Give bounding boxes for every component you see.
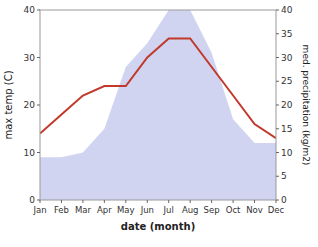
plot-frame <box>40 10 276 200</box>
x-tick-label: Apr <box>97 205 112 215</box>
y2-tick-label: 15 <box>281 124 292 134</box>
y2-tick <box>276 152 279 153</box>
y-tick-label: 30 <box>24 53 36 63</box>
y2-tick-label: 25 <box>281 76 292 86</box>
x-tick <box>190 200 191 203</box>
x-tick-label: Feb <box>54 205 69 215</box>
y-tick-label: 20 <box>24 100 36 110</box>
precip-area <box>40 10 276 200</box>
x-tick-label: Jun <box>140 205 154 215</box>
x-tick <box>40 200 41 203</box>
y2-tick <box>276 128 279 129</box>
x-tick-label: Dec <box>268 205 285 215</box>
y2-tick-label: 5 <box>281 171 287 181</box>
x-tick-label: May <box>117 205 135 215</box>
x-tick <box>82 200 83 203</box>
y2-tick <box>276 105 279 106</box>
y-tick-label: 10 <box>24 148 36 158</box>
y2-tick <box>276 33 279 34</box>
x-tick <box>276 200 277 203</box>
y2-tick-label: 40 <box>281 5 293 15</box>
x-tick <box>147 200 148 203</box>
y-axis-label: max temp (C) <box>3 70 14 139</box>
y2-axis-label: med. precipitation (kg/m2) <box>301 45 311 166</box>
x-tick <box>61 200 62 203</box>
plot-area <box>40 10 276 200</box>
x-tick-label: Aug <box>182 205 199 215</box>
temp-line <box>40 39 276 139</box>
x-tick <box>233 200 234 203</box>
x-tick-label: Mar <box>75 205 92 215</box>
y2-tick-label: 30 <box>281 53 293 63</box>
y2-tick-label: 10 <box>281 148 293 158</box>
y2-tick <box>276 57 279 58</box>
x-tick <box>211 200 212 203</box>
y-tick <box>37 10 40 11</box>
y-tick <box>37 105 40 106</box>
chart: 0 10 20 30 40 0 5 10 15 20 25 30 35 40 Jan Feb Mar Apr May… <box>0 0 318 247</box>
x-tick-label: Jan <box>32 205 46 215</box>
x-tick-label: Sep <box>204 205 220 215</box>
y2-tick-label: 35 <box>281 29 292 39</box>
x-tick-label: Nov <box>246 205 263 215</box>
x-tick <box>125 200 126 203</box>
x-tick <box>254 200 255 203</box>
x-tick-label: Jul <box>163 205 174 215</box>
x-tick-label: Oct <box>226 205 241 215</box>
y2-tick-label: 20 <box>281 100 293 110</box>
y-tick-label: 40 <box>24 5 36 15</box>
chart-container: 0 10 20 30 40 0 5 10 15 20 25 30 35 40 Jan Feb Mar Apr May… <box>0 0 318 247</box>
y-tick <box>37 152 40 153</box>
x-tick <box>104 200 105 203</box>
y-tick <box>37 57 40 58</box>
y2-tick <box>276 10 279 11</box>
y2-tick <box>276 176 279 177</box>
y-tick-label: 0 <box>29 195 35 205</box>
y2-tick-label: 0 <box>281 195 287 205</box>
y2-tick <box>276 81 279 82</box>
x-tick <box>168 200 169 203</box>
x-axis-label: date (month) <box>121 221 195 232</box>
